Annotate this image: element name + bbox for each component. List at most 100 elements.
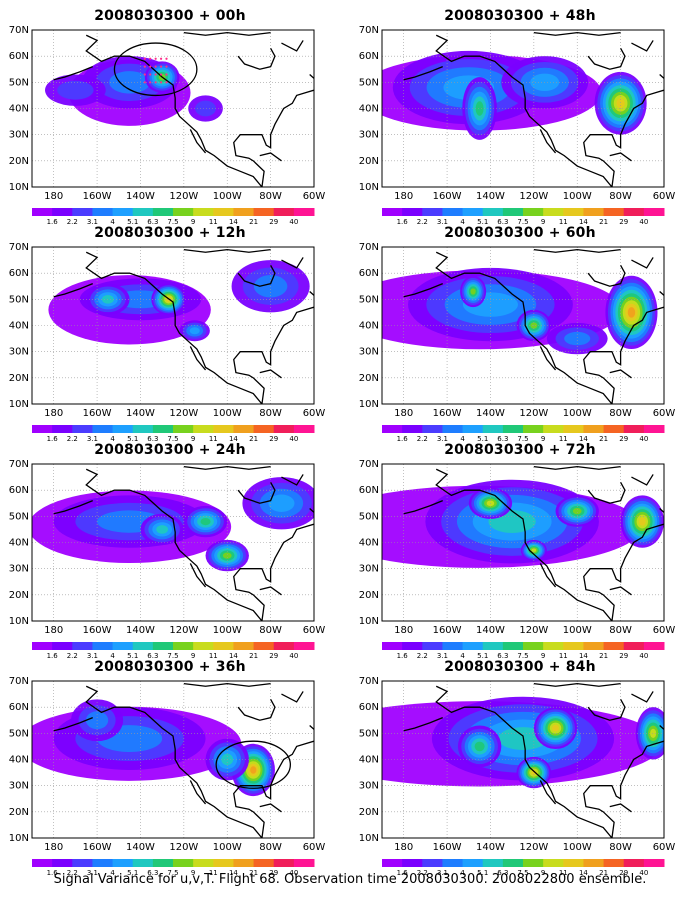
map-panel-72h: 10N 20N 30N 40N 50N 60N 70N 180 160W 140W 120W 100W… xyxy=(359,459,676,660)
lon-tick-label: 160W xyxy=(83,191,112,202)
colorbar-swatch xyxy=(563,859,584,867)
lon-tick-label: 160W xyxy=(83,625,112,636)
colorbar-swatch xyxy=(422,859,443,867)
lat-tick-label: 60N xyxy=(9,485,29,496)
colorbar-swatch xyxy=(442,642,464,650)
colorbar-label: 2.2 xyxy=(67,435,78,443)
lat-tick-label: 40N xyxy=(359,321,379,332)
colorbar-swatch xyxy=(52,425,73,433)
lat-tick-label: 70N xyxy=(9,676,29,687)
colorbar-label: 2.2 xyxy=(67,652,78,660)
coastline xyxy=(587,48,626,70)
panel-24h: 2008030300 + 24h 10N 20N 30N 40N 50N 60N 70N 18… xyxy=(9,442,326,662)
field-contour xyxy=(195,100,216,117)
observation-dot xyxy=(143,73,146,76)
colorbar-label: 11 xyxy=(559,652,568,660)
map-frame xyxy=(381,680,665,839)
lon-tick-label: 80W xyxy=(609,408,632,419)
colorbar-swatch xyxy=(173,859,194,867)
colorbar-swatch xyxy=(422,642,443,650)
coastline xyxy=(539,780,557,805)
colorbar-label: 2.2 xyxy=(67,218,78,226)
lon-tick-label: 100W xyxy=(563,408,592,419)
lat-tick-label: 50N xyxy=(359,511,379,522)
observation-dot xyxy=(165,57,168,60)
lat-tick-label: 10N xyxy=(359,182,379,193)
colorbar-label: 14 xyxy=(579,652,588,660)
panel-title: 2008030300 + 84h xyxy=(444,659,596,675)
colorbar-swatch xyxy=(152,425,174,433)
lon-tick-label: 140W xyxy=(476,191,505,202)
coastline xyxy=(189,780,207,805)
coastline xyxy=(233,306,314,404)
colorbar-label: 21 xyxy=(599,869,608,877)
lat-tick-label: 10N xyxy=(359,616,379,627)
colorbar-swatch xyxy=(462,425,484,433)
lon-tick-label: 100W xyxy=(563,842,592,853)
colorbar-swatch xyxy=(502,208,524,216)
coastline-layer xyxy=(403,248,664,404)
field-contour xyxy=(638,517,646,526)
colorbar: 1.6 2.2 3.1 4 5.1 6.3 7.5 9 11 14 21 29 40 xyxy=(32,859,315,877)
coastline xyxy=(631,474,654,486)
colorbar-swatch xyxy=(422,425,443,433)
observation-dot xyxy=(159,81,163,84)
colorbar-swatch xyxy=(173,425,194,433)
colorbar-swatch xyxy=(92,859,114,867)
coastline xyxy=(587,265,626,287)
colorbar-swatch xyxy=(92,642,114,650)
colorbar-swatch xyxy=(523,208,544,216)
colorbar-label: 2.2 xyxy=(417,652,428,660)
coastline xyxy=(259,586,282,596)
colorbar: 1.6 2.2 3.1 4 5.1 6.3 7.5 9 11 14 21 29 40 xyxy=(382,425,665,443)
lon-tick-label: 80W xyxy=(259,408,282,419)
lat-tick-label: 70N xyxy=(9,242,29,253)
colorbar-swatch xyxy=(72,425,93,433)
colorbar-label: 29 xyxy=(619,218,628,226)
coastline xyxy=(281,474,304,486)
colorbar-swatch xyxy=(623,859,645,867)
colorbar-swatch xyxy=(193,425,214,433)
lon-tick-label: 140W xyxy=(476,842,505,853)
lon-tick-label: 120W xyxy=(519,191,548,202)
coastline xyxy=(259,803,282,813)
coastline xyxy=(189,129,207,154)
field-contour xyxy=(57,80,94,100)
field-contour xyxy=(572,507,582,515)
colorbar-label: 1.6 xyxy=(47,652,59,660)
colorbar-swatch xyxy=(643,642,665,650)
colorbar-label: 7.5 xyxy=(167,435,178,443)
lon-tick-label: 140W xyxy=(126,625,155,636)
figure-caption: Signal Variance for u,v,T. Flight 68. Ob… xyxy=(53,872,647,887)
lat-tick-label: 20N xyxy=(359,373,379,384)
colorbar-swatch xyxy=(152,642,174,650)
lon-tick-label: 60W xyxy=(653,842,676,853)
colorbar-label: 11 xyxy=(559,435,568,443)
field-contour xyxy=(616,98,625,109)
colorbar-label: 5.1 xyxy=(127,218,138,226)
coastline xyxy=(631,691,654,703)
panel-title: 2008030300 + 48h xyxy=(444,8,596,24)
colorbar: 1.6 2.2 3.1 4 5.1 6.3 7.5 9 11 14 21 29 40 xyxy=(382,642,665,660)
colorbar-swatch xyxy=(603,859,625,867)
lon-tick-label: 80W xyxy=(609,842,632,853)
colorbar-swatch xyxy=(32,208,53,216)
lat-tick-label: 20N xyxy=(359,807,379,818)
field-contour xyxy=(268,494,295,512)
panel-84h: 2008030300 + 84h 10N 20N 30N 40N 50N 60N 70N 18… xyxy=(359,659,676,879)
lat-tick-label: 70N xyxy=(9,459,29,470)
panel-00h: 2008030300 + 00h 10N 20N 30N 40N 50N 60N 70N 18… xyxy=(9,8,326,228)
lat-tick-label: 10N xyxy=(9,399,29,410)
colorbar-swatch xyxy=(112,208,134,216)
coastline xyxy=(659,508,664,525)
colorbar-label: 7.5 xyxy=(167,869,178,877)
lon-tick-label: 180 xyxy=(394,408,413,419)
coastline xyxy=(539,346,557,371)
coastline xyxy=(533,682,621,687)
coastline xyxy=(237,482,276,504)
panel-title: 2008030300 + 60h xyxy=(444,225,596,241)
colorbar-label: 40 xyxy=(639,435,648,443)
coastline xyxy=(403,717,443,732)
colorbar-label: 3.1 xyxy=(87,869,98,877)
colorbar-label: 11 xyxy=(209,218,218,226)
